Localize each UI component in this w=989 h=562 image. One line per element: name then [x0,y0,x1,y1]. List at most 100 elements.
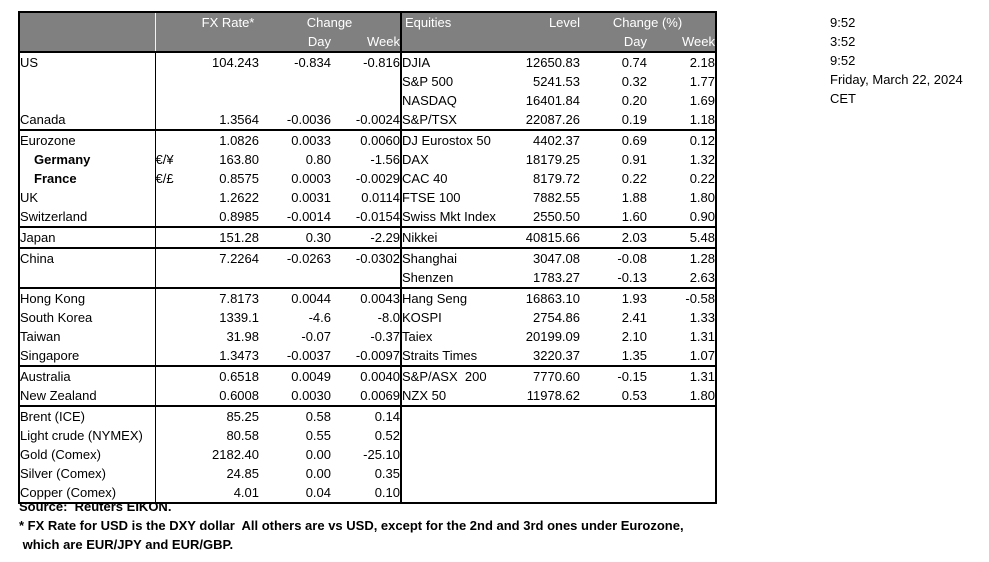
fx-change-week-cell: -2.29 [331,226,402,248]
equity-change-week-cell: 1.77 [689,74,716,89]
table-row: Eurozone 1.0826 0.0033 0.0060 DJ Eurostox 50… [19,129,717,150]
table-row: Germany €/¥ 163.80 0.80 -1.56 DAX 18179.25 0.91… [19,150,716,169]
fx-rate-cell [197,91,259,110]
equity-change-day-cell: 2.10 [621,329,648,344]
fx-rate-cell: 80.58 [226,428,259,443]
fx-pair-cell [154,91,197,110]
equity-level-cell: 11978.62 [526,388,581,403]
timestamp-panel: 9:52 3:52 9:52 Friday, March 22, 2024 CE… [830,13,963,108]
fx-pair-cell [154,129,197,150]
equity-change-day-cell: 0.53 [621,388,648,403]
equity-name-cell: FTSE 100 [400,188,499,207]
equity-name-cell: DAX [400,150,499,169]
equity-name-cell: Shanghai [400,247,499,268]
equity-change-week-cell: 0.90 [689,209,716,224]
equity-change-week-cell: 1.07 [689,348,716,363]
table-row: US 104.243 -0.834 -0.816 DJIA 12650.83 0.74 2.1… [19,52,716,72]
fx-change-day-cell: 0.00 [305,466,331,481]
equity-level-cell: 8179.72 [533,171,581,186]
level-header: Level [498,12,581,32]
fx-pair-cell [154,188,197,207]
fx-change-day-cell: -0.0014 [286,209,331,224]
equity-change-week-cell: -0.58 [647,287,717,308]
equity-change-day-cell: 1.88 [621,190,648,205]
equity-level-cell: 16401.84 [525,93,581,108]
equity-day-header: Day [580,32,648,53]
equity-change-week-cell [647,405,717,426]
fx-pair-cell [154,226,197,248]
fx-change-day-cell: 0.55 [305,428,331,443]
equity-change-week-cell: 5.48 [647,226,717,248]
fx-pair-cell [154,426,197,445]
equity-name-cell: S&P/TSX [400,110,499,130]
equities-header: Equities [400,12,499,32]
fx-change-day-cell: 0.58 [259,405,331,426]
fx-rate-header: FX Rate* [197,12,259,32]
table-row: Brent (ICE) 85.25 0.58 0.14 [19,405,717,426]
equity-week-header: Week [647,32,717,53]
fx-rate-cell: 1.2622 [219,190,259,205]
equity-change-day-cell: 0.22 [621,171,648,186]
equity-change-day-cell: 1.93 [580,287,648,308]
equity-level-cell: 16863.10 [498,287,581,308]
equity-change-day-cell [580,405,648,426]
equity-level-cell: 20199.09 [525,329,581,344]
table-row: Canada 1.3564 -0.0036 -0.0024 S&P/TSX 22087.2… [19,110,716,130]
country-label-cell: China [19,247,155,268]
table-row: Shenzen 1783.27 -0.13 2.63 [19,268,716,288]
fx-pair-cell: €/£ [154,169,197,188]
equity-name-cell [400,464,499,483]
fx-change-week-cell: -1.56 [370,152,401,167]
equity-change-day-cell: 0.91 [621,152,648,167]
equity-level-cell [498,405,581,426]
table-row: Switzerland 0.8985 -0.0014 -0.0154 Swiss Mkt… [19,207,716,227]
fx-pair-cell [154,207,197,227]
fx-change-week-cell: 0.0040 [331,365,402,386]
fx-rate-cell: 85.25 [197,405,259,426]
country-label-cell: New Zealand [20,388,97,403]
timezone-label: CET [830,91,856,106]
equity-change-week-cell: 1.80 [689,388,716,403]
fx-pair-cell [154,445,197,464]
equity-change-day-cell: -0.15 [580,365,648,386]
fx-change-day-cell: 0.0031 [291,190,331,205]
fx-change-day-cell: 0.0003 [291,171,331,186]
equity-change-day-cell: 0.20 [621,93,648,108]
time-cet: 9:52 [830,53,856,68]
equity-name-cell: Taiex [400,327,499,346]
fx-change-week-cell [331,91,401,110]
country-label-cell: Singapore [20,348,80,363]
fx-rate-cell: 7.8173 [197,287,259,308]
equity-change-week-cell [647,445,716,464]
equity-change-day-cell: 0.19 [621,112,648,127]
fx-pair-cell [154,327,197,346]
fx-change-week-cell: -0.37 [370,329,401,344]
equity-change-week-cell: 1.28 [647,247,717,268]
equity-name-cell: Swiss Mkt Index [400,207,499,227]
fx-rate-cell: 0.6008 [219,388,259,403]
equity-level-cell: 5241.53 [533,74,581,89]
fx-change-day-cell: -4.6 [308,310,331,325]
equity-change-header: Change (%) [580,12,717,32]
fx-change-week-cell: 0.0069 [360,388,401,403]
equity-change-week-cell: 0.12 [647,129,717,150]
table-row: New Zealand 0.6008 0.0030 0.0069 NZX 50 11978… [19,386,716,406]
table-body: US 104.243 -0.834 -0.816 DJIA 12650.83 0.74 2.1… [19,52,717,503]
country-label-cell: Japan [19,226,155,248]
equity-level-cell: 12650.83 [525,55,581,70]
fx-rate-cell: 1339.1 [219,310,259,325]
fx-change-header: Change [259,12,402,32]
fx-rate-cell: 31.98 [226,329,259,344]
fx-change-day-cell: -0.07 [301,329,331,344]
equity-name-cell: DJIA [400,52,499,72]
table-row: Singapore 1.3473 -0.0037 -0.0097 Straits Tim… [19,346,716,366]
equity-level-cell: 4402.37 [498,129,581,150]
fx-pair-cell [154,308,197,327]
fx-rate-cell [197,268,259,288]
source-note: Source: Reuters EIKON. [19,499,172,514]
fx-pair-cell [154,464,197,483]
equity-change-week-cell: 1.31 [689,329,716,344]
equity-name-cell: KOSPI [400,308,499,327]
fx-change-day-cell: -0.0263 [259,247,331,268]
table-row: Copper (Comex) 4.01 0.04 0.10 [19,483,716,503]
